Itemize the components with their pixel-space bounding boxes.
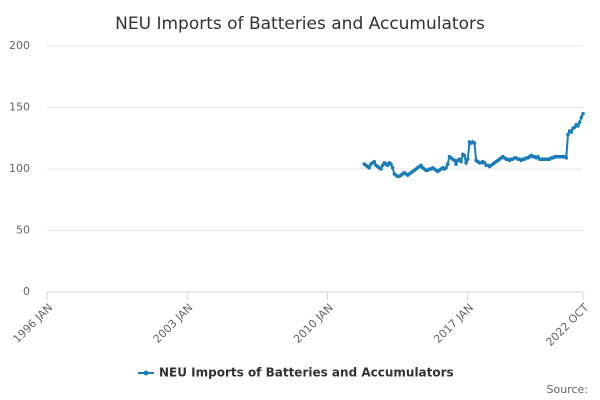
data-point	[576, 124, 580, 128]
x-tick-label: 2010 JAN	[291, 301, 336, 346]
source-label: Source:	[547, 383, 589, 396]
legend-marker	[143, 370, 149, 376]
data-point	[472, 141, 477, 145]
data-point	[367, 165, 372, 170]
x-tick-label: 2017 JAN	[431, 301, 476, 346]
data-point	[452, 158, 457, 163]
data-point	[379, 167, 383, 171]
data-point	[389, 162, 393, 166]
data-point	[462, 153, 467, 158]
chart-title: NEU Imports of Batteries and Accumulator…	[115, 14, 485, 34]
y-tick-label: 100	[9, 162, 30, 175]
legend-label: NEU Imports of Batteries and Accumulator…	[159, 366, 454, 380]
data-point	[390, 165, 395, 170]
data-point	[581, 111, 585, 116]
data-point	[564, 156, 569, 160]
data-point	[459, 159, 463, 164]
x-tick-label: 2022 OCT	[543, 301, 591, 349]
data-point	[566, 132, 570, 137]
data-point	[569, 130, 574, 134]
y-tick-label: 50	[16, 224, 30, 237]
series-line	[363, 113, 584, 178]
data-point	[577, 120, 582, 125]
data-point	[579, 115, 584, 120]
y-tick-label: 0	[23, 285, 30, 298]
x-tick-label: 2003 JAN	[151, 301, 196, 346]
y-tick-label: 200	[9, 39, 30, 52]
data-point	[465, 157, 470, 161]
x-tick-label: 1996 JAN	[10, 301, 55, 346]
data-point	[372, 159, 377, 164]
data-point	[454, 162, 458, 166]
y-tick-label: 150	[9, 101, 30, 114]
data-point	[464, 161, 468, 165]
data-point	[445, 162, 450, 166]
data-point	[444, 165, 448, 170]
